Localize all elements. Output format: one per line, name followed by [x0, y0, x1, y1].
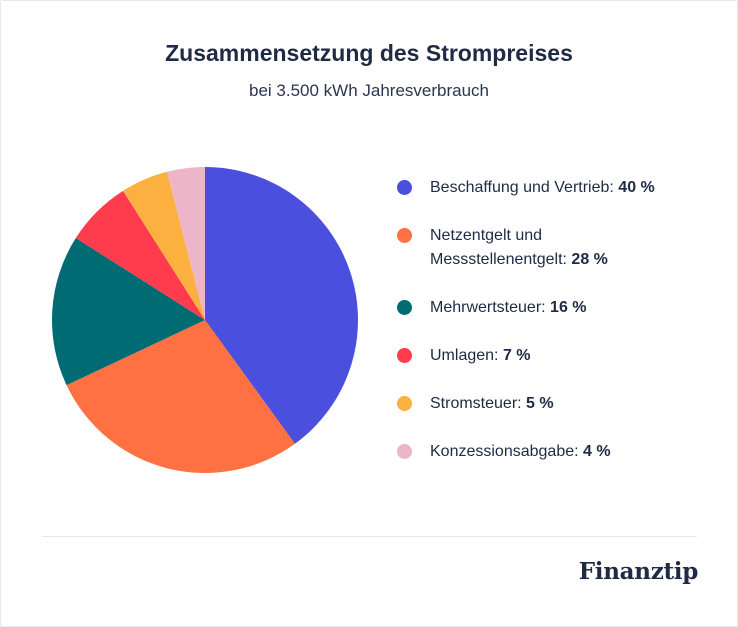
- chart-subtitle: bei 3.500 kWh Jahresverbrauch: [248, 81, 490, 100]
- pie-slice-1: [205, 167, 358, 444]
- legend-value: 16 %: [550, 299, 587, 316]
- pie-slice-3: [52, 238, 205, 386]
- legend-value: 40 %: [618, 179, 655, 196]
- legend-label: Konzessionsabgabe:: [430, 443, 579, 460]
- legend-label: Umlagen:: [430, 347, 499, 364]
- legend-value: 28 %: [571, 251, 608, 268]
- legend-label: Mehrwertsteuer:: [430, 299, 546, 316]
- legend-swatch: [397, 348, 412, 363]
- legend-item-stromsteuer: Stromsteuer: 5 %: [397, 392, 670, 416]
- legend-label: Beschaffung und Vertrieb:: [430, 179, 614, 196]
- chart-title: Zusammensetzung des Strompreises: [165, 40, 573, 66]
- legend-value: 7 %: [502, 347, 531, 364]
- legend-item-mehrwertsteuer: Mehrwertsteuer: 16 %: [397, 296, 670, 320]
- legend-swatch: [397, 180, 412, 195]
- legend-item-konzessionsabgabe: Konzessionsabgabe: 4 %: [397, 440, 670, 464]
- pie-slice-4: [75, 190, 205, 320]
- legend-value: 4 %: [583, 443, 611, 460]
- pie-slice-2: [66, 320, 295, 473]
- finanztip-logo: Finanztip: [578, 558, 699, 585]
- divider: [42, 536, 697, 537]
- legend-label: Stromsteuer:: [430, 395, 522, 412]
- legend-label: Netzentgelt und Messstellenentgelt:: [430, 227, 567, 268]
- legend-swatch: [397, 396, 412, 411]
- legend-value: 5 %: [526, 395, 554, 412]
- legend-item-umlagen: Umlagen: 7 %: [397, 344, 670, 368]
- legend-item-netzentgelt: Netzentgelt und Messstellenentgelt: 28 %: [397, 224, 635, 272]
- legend-swatch: [397, 444, 412, 459]
- legend-item-beschaffung: Beschaffung und Vertrieb: 40 %: [397, 176, 670, 200]
- pie-slice-6: [166, 167, 205, 320]
- pie-slice-5: [123, 171, 205, 320]
- legend-swatch: [397, 300, 412, 315]
- legend-swatch: [397, 228, 412, 243]
